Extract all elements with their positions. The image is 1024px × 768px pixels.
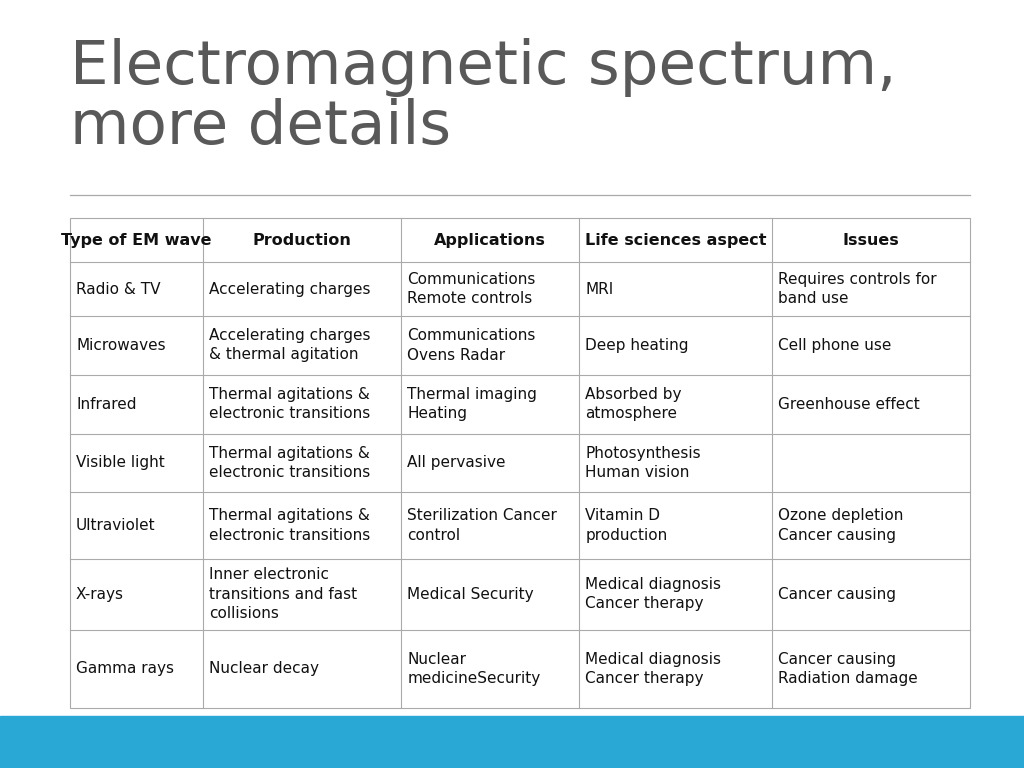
Text: Visible light: Visible light	[76, 455, 165, 471]
Text: Gamma rays: Gamma rays	[76, 661, 174, 677]
Text: Life sciences aspect: Life sciences aspect	[585, 233, 766, 247]
Text: Applications: Applications	[434, 233, 546, 247]
Text: Nuclear decay: Nuclear decay	[209, 661, 319, 677]
Text: Accelerating charges
& thermal agitation: Accelerating charges & thermal agitation	[209, 328, 371, 362]
Text: Accelerating charges: Accelerating charges	[209, 282, 371, 296]
Text: Photosynthesis
Human vision: Photosynthesis Human vision	[586, 446, 701, 480]
Text: Deep heating: Deep heating	[586, 338, 689, 353]
Text: Vitamin D
production: Vitamin D production	[586, 508, 668, 542]
Text: Cell phone use: Cell phone use	[778, 338, 891, 353]
Text: Nuclear
medicineSecurity: Nuclear medicineSecurity	[408, 652, 541, 686]
Text: Thermal agitations &
electronic transitions: Thermal agitations & electronic transiti…	[209, 387, 371, 422]
Text: Microwaves: Microwaves	[76, 338, 166, 353]
Text: Requires controls for
band use: Requires controls for band use	[778, 272, 937, 306]
Text: Communications
Remote controls: Communications Remote controls	[408, 272, 536, 306]
Text: Cancer causing: Cancer causing	[778, 587, 896, 601]
Text: Thermal imaging
Heating: Thermal imaging Heating	[408, 387, 537, 422]
Text: more details: more details	[70, 98, 452, 157]
Bar	[70, 218, 970, 708]
Bar	[0, 716, 1024, 768]
Text: Inner electronic
transitions and fast
collisions: Inner electronic transitions and fast co…	[209, 568, 357, 621]
Text: Cancer causing
Radiation damage: Cancer causing Radiation damage	[778, 652, 918, 686]
Text: Thermal agitations &
electronic transitions: Thermal agitations & electronic transiti…	[209, 508, 371, 542]
Text: All pervasive: All pervasive	[408, 455, 506, 471]
Text: Medical diagnosis
Cancer therapy: Medical diagnosis Cancer therapy	[586, 652, 721, 686]
Text: X-rays: X-rays	[76, 587, 124, 601]
Text: Infrared: Infrared	[76, 397, 136, 412]
Text: Medical diagnosis
Cancer therapy: Medical diagnosis Cancer therapy	[586, 577, 721, 611]
Text: Thermal agitations &
electronic transitions: Thermal agitations & electronic transiti…	[209, 446, 371, 480]
Text: Issues: Issues	[843, 233, 899, 247]
Text: MRI: MRI	[586, 282, 613, 296]
Text: Communications
Ovens Radar: Communications Ovens Radar	[408, 328, 536, 362]
Text: Radio & TV: Radio & TV	[76, 282, 161, 296]
Text: Greenhouse effect: Greenhouse effect	[778, 397, 920, 412]
Text: Absorbed by
atmosphere: Absorbed by atmosphere	[586, 387, 682, 422]
Text: Sterilization Cancer
control: Sterilization Cancer control	[408, 508, 557, 542]
Text: Medical Security: Medical Security	[408, 587, 534, 601]
Text: Type of EM wave: Type of EM wave	[61, 233, 212, 247]
Text: Electromagnetic spectrum,: Electromagnetic spectrum,	[70, 38, 896, 97]
Text: Production: Production	[253, 233, 351, 247]
Text: Ultraviolet: Ultraviolet	[76, 518, 156, 533]
Text: Ozone depletion
Cancer causing: Ozone depletion Cancer causing	[778, 508, 903, 542]
